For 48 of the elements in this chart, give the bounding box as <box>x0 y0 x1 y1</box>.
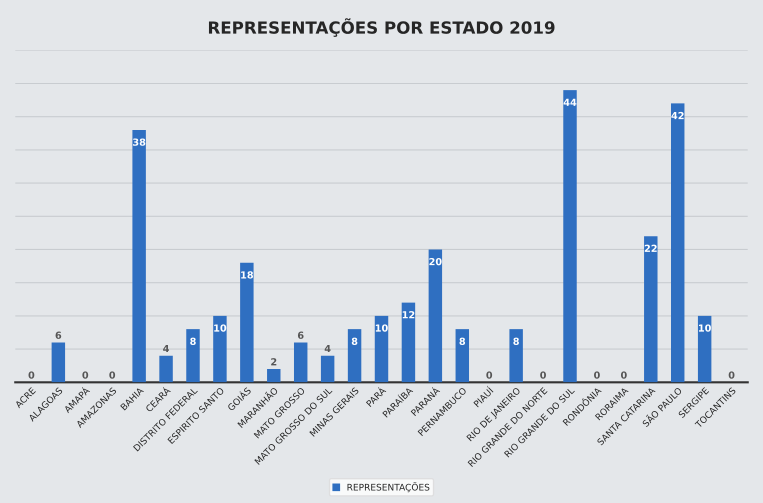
data-label: 2 <box>271 358 276 366</box>
data-label: 12 <box>402 311 414 318</box>
data-label: 18 <box>241 271 254 279</box>
data-label: 8 <box>352 338 358 345</box>
data-label: 0 <box>109 371 116 379</box>
bar <box>213 316 227 382</box>
data-label: 20 <box>429 258 442 266</box>
bar <box>186 329 200 382</box>
bar <box>670 103 684 382</box>
data-label: 0 <box>540 371 546 379</box>
bar <box>240 262 254 382</box>
data-label: 0 <box>28 371 34 379</box>
bar <box>52 342 66 382</box>
data-label: 0 <box>486 371 492 379</box>
bar <box>348 329 362 382</box>
data-label: 22 <box>644 244 657 252</box>
bar <box>374 316 388 382</box>
bar <box>456 329 470 382</box>
bar <box>267 369 281 382</box>
data-label: 0 <box>594 371 600 379</box>
data-label: 44 <box>564 98 576 106</box>
legend-label: REPRESENTAÇÕES <box>348 482 430 492</box>
data-label: 4 <box>324 344 331 352</box>
data-label: 8 <box>513 338 519 345</box>
bar <box>320 356 334 382</box>
data-label: 6 <box>298 332 304 339</box>
data-label: 10 <box>214 324 226 332</box>
data-label: 42 <box>671 112 684 120</box>
data-label: 10 <box>698 324 711 332</box>
data-label: 8 <box>190 338 196 345</box>
bar <box>644 236 658 382</box>
bar <box>698 316 712 382</box>
data-label: 4 <box>163 344 169 352</box>
bar <box>402 302 416 382</box>
data-label: 38 <box>133 138 146 146</box>
data-label: 10 <box>376 324 388 332</box>
bar <box>294 342 308 382</box>
data-label: 0 <box>82 371 88 379</box>
data-label: 0 <box>728 371 734 379</box>
bar <box>509 329 523 382</box>
bar <box>159 356 173 382</box>
bar <box>428 249 442 382</box>
chart-title: REPRESENTAÇÕES POR ESTADO 2019 <box>208 18 554 37</box>
data-label: 6 <box>56 332 62 339</box>
bar <box>132 130 146 382</box>
data-label: 0 <box>620 371 627 379</box>
bar <box>563 90 577 382</box>
data-label: 8 <box>460 338 466 345</box>
